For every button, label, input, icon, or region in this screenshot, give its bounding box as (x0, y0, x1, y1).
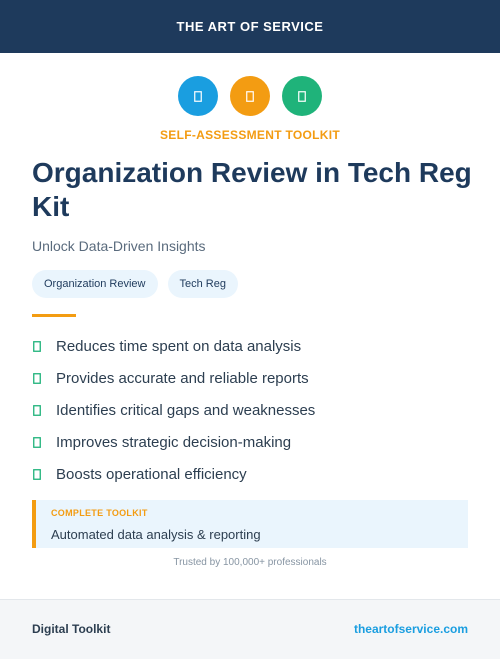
orange-badge (230, 76, 270, 116)
check-icon (32, 404, 42, 416)
glyph-icon (298, 90, 306, 102)
icon-row (0, 76, 500, 116)
list-item: Provides accurate and reliable reports (32, 362, 472, 394)
check-icon (32, 340, 42, 352)
blue-badge (178, 76, 218, 116)
feature-text: Reduces time spent on data analysis (56, 337, 302, 355)
feature-text: Provides accurate and reliable reports (56, 369, 309, 387)
check-icon (32, 372, 42, 384)
accent-divider (32, 314, 76, 317)
feature-text: Improves strategic decision-making (56, 433, 292, 451)
page-title: Organization Review in Tech Reg Kit (32, 157, 472, 222)
footer-website-link[interactable]: theartofservice.com (353, 622, 468, 636)
top-banner: THE ART OF SERVICE (0, 0, 500, 53)
feature-list: Reduces time spent on data analysis Prov… (32, 330, 472, 490)
green-badge (282, 76, 322, 116)
page-subtitle: Unlock Data-Driven Insights (32, 238, 206, 254)
glyph-icon (246, 90, 254, 102)
check-icon (32, 436, 42, 448)
eyebrow-label: SELF-ASSESSMENT TOOLKIT (159, 128, 341, 142)
tag-list: Organization Review Tech Reg (32, 270, 238, 298)
feature-text: Boosts operational efficiency (56, 465, 247, 483)
list-item: Reduces time spent on data analysis (32, 330, 472, 362)
check-icon (32, 468, 42, 480)
callout-text: Automated data analysis & reporting (51, 527, 261, 542)
callout-label: COMPLETE TOOLKIT (51, 508, 148, 518)
feature-text: Identifies critical gaps and weaknesses (56, 401, 316, 419)
tag-organization-review: Organization Review (32, 270, 158, 298)
list-item: Boosts operational efficiency (32, 458, 472, 490)
toolkit-callout: COMPLETE TOOLKIT Automated data analysis… (32, 500, 468, 548)
list-item: Identifies critical gaps and weaknesses (32, 394, 472, 426)
footer-label: Digital Toolkit (32, 622, 111, 636)
trusted-note: Trusted by 100,000+ professionals (173, 557, 327, 568)
list-item: Improves strategic decision-making (32, 426, 472, 458)
glyph-icon (194, 90, 202, 102)
tag-tech-reg: Tech Reg (167, 270, 238, 298)
brand-name: THE ART OF SERVICE (176, 19, 324, 34)
footer: Digital Toolkit theartofservice.com (0, 599, 500, 659)
